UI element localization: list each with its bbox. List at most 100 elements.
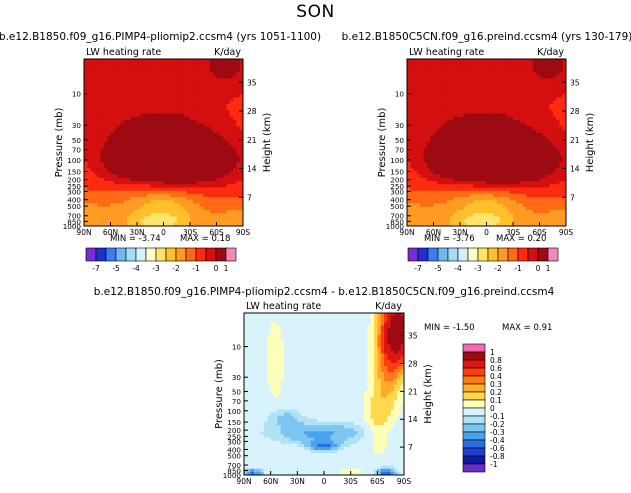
heatmap-cell [143,152,148,156]
heatmap-cell [469,213,474,217]
heatmap-cell [466,91,471,95]
heatmap-cell [127,103,131,108]
heatmap-cell [133,213,138,217]
heatmap-cell [123,107,128,111]
heatmap-cell [526,81,530,86]
heatmap-cell [127,78,131,82]
heatmap-cell [440,62,444,66]
heatmap-cell [150,174,154,179]
heatmap-cell [413,75,418,79]
heatmap-cell [529,103,534,108]
heatmap-cell [209,216,214,220]
heatmap-cell [143,113,148,118]
heatmap-cell [176,206,181,211]
heatmap-cell [536,84,540,89]
heatmap-cell [176,81,181,86]
heatmap-cell [430,190,434,195]
heatmap-cell [516,87,521,92]
heatmap-cell [453,107,458,111]
heatmap-cell [117,181,121,185]
heatmap-cell [236,209,241,214]
heatmap-cell [416,158,421,163]
heatmap-cell [103,155,108,159]
heatmap-cell [156,91,161,95]
heatmap-cell [140,213,145,217]
heatmap-cell [546,84,550,89]
heatmap-cell [180,84,184,89]
heatmap-cell [93,136,98,140]
heatmap-cell [479,59,484,63]
heatmap-cell [84,62,88,66]
heatmap-cell [199,71,204,76]
heatmap-cell [519,152,524,156]
heatmap-cell [170,65,174,70]
heatmap-cell [186,187,191,192]
heatmap-cell [163,116,168,121]
heatmap-cell [407,87,411,92]
heatmap-cell [499,187,504,192]
heatmap-cell [460,107,464,111]
heatmap-cell [423,219,428,224]
heatmap-cell [229,187,234,192]
heatmap-cell [137,100,141,105]
heatmap-cell [160,71,164,76]
heatmap-cell [186,123,191,127]
heatmap-cell [416,187,421,192]
heatmap-cell [499,139,504,143]
heatmap-cell [110,97,115,102]
heatmap-cell [203,139,207,143]
heatmap-cell [166,219,171,224]
heatmap-cell [130,97,135,102]
heatmap-cell [140,103,145,108]
heatmap-cell [163,161,168,166]
heatmap-cell [430,91,434,95]
heatmap-cell [219,91,224,95]
heatmap-cell [413,152,418,156]
heatmap-cell [190,161,194,166]
heatmap-cell [176,190,181,195]
heatmap-cell [120,222,125,227]
heatmap-cell [223,103,227,108]
heatmap-cell [420,94,424,98]
heatmap-cell [163,190,168,195]
heatmap-cell [236,177,241,182]
heatmap-cell [469,209,474,214]
heatmap-cell [223,197,227,201]
heatmap-cell [516,126,521,131]
heatmap-cell [173,103,178,108]
heatmap-cell [446,155,451,159]
heatmap-cell [539,164,544,169]
heatmap-cell [133,100,138,105]
heatmap-cell [542,126,547,131]
heatmap-cell [113,197,118,201]
heatmap-cell [93,213,98,217]
heatmap-cell [536,171,540,176]
heatmap-cell [556,129,560,134]
heatmap-cell [100,219,105,224]
heatmap-cell [216,181,221,185]
heatmap-cell [509,126,514,131]
heatmap-cell [173,116,178,121]
heatmap-cell [416,206,421,211]
heatmap-cell [526,65,530,70]
heatmap-cell [199,148,204,153]
heatmap-cell [216,113,221,118]
heatmap-cell [97,200,101,204]
heatmap-cell [190,91,194,95]
heatmap-cell [440,168,444,172]
heatmap-cell [416,219,421,224]
heatmap-cell [146,219,151,224]
heatmap-cell [489,78,494,82]
heatmap-cell [110,181,115,185]
heatmap-cell [84,78,88,82]
heatmap-cell [170,177,174,182]
heatmap-cell [476,84,481,89]
heatmap-cell [426,87,431,92]
heatmap-cell [456,209,461,214]
heatmap-cell [433,177,438,182]
heatmap-cell [206,139,211,143]
heatmap-cell [433,168,438,172]
heatmap-cell [450,132,454,137]
heatmap-cell [473,213,477,217]
heatmap-cell [539,142,544,147]
